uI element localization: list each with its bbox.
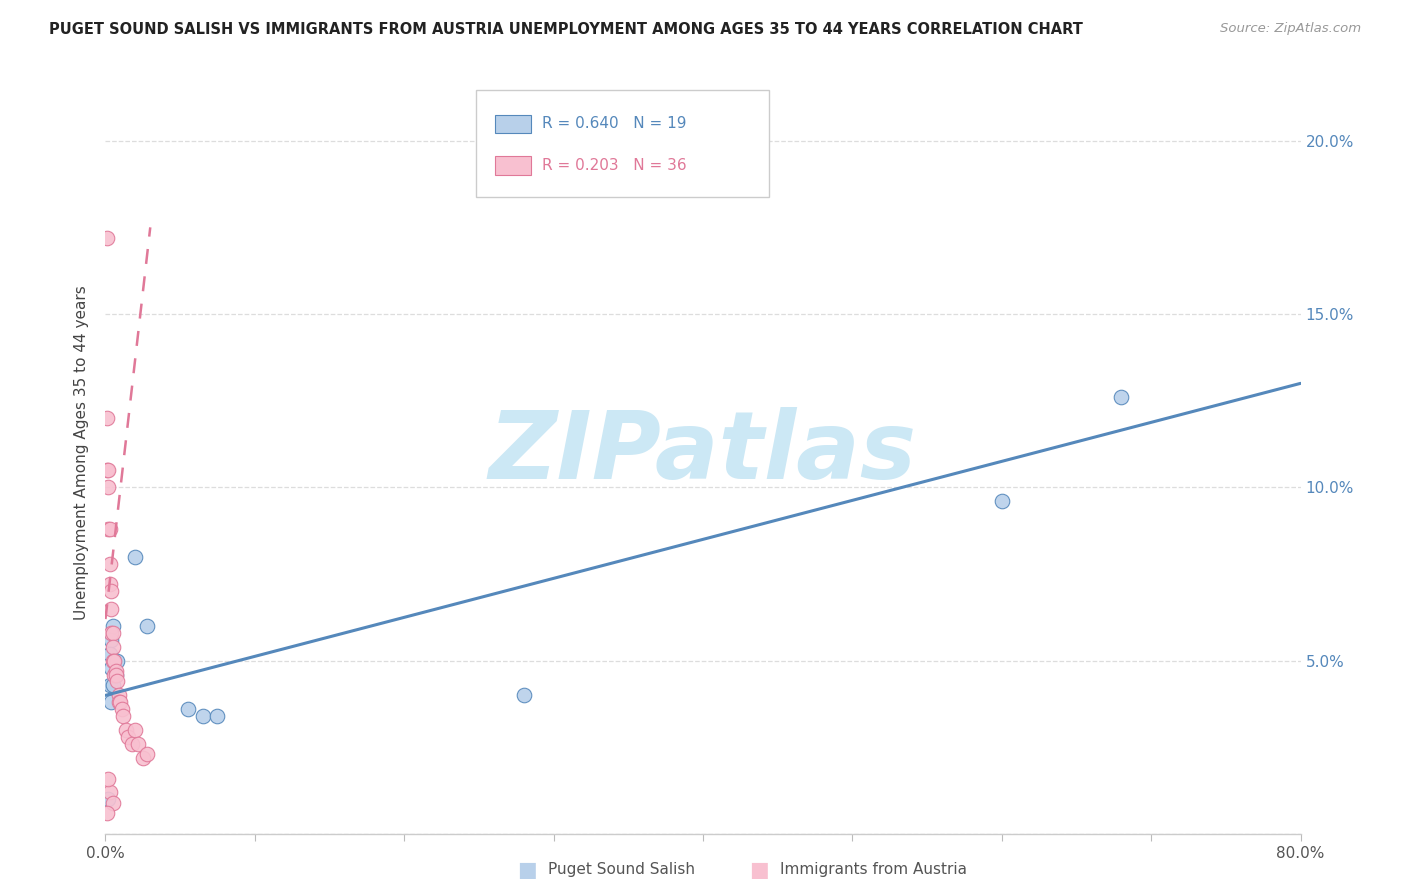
Point bbox=[207, 709, 229, 723]
Text: Source: ZipAtlas.com: Source: ZipAtlas.com bbox=[1220, 22, 1361, 36]
Point bbox=[100, 660, 122, 674]
Y-axis label: Unemployment Among Ages 35 to 44 years: Unemployment Among Ages 35 to 44 years bbox=[75, 285, 90, 620]
Point bbox=[96, 806, 118, 821]
Text: ■: ■ bbox=[517, 860, 537, 880]
FancyBboxPatch shape bbox=[475, 90, 769, 197]
Point bbox=[96, 411, 118, 425]
Point bbox=[191, 709, 214, 723]
Point bbox=[1111, 390, 1133, 404]
Point bbox=[101, 619, 124, 633]
Point bbox=[127, 737, 149, 751]
Point bbox=[96, 463, 118, 477]
Point bbox=[136, 747, 159, 762]
Point bbox=[103, 654, 125, 668]
Point bbox=[103, 654, 125, 668]
Point bbox=[97, 480, 120, 494]
Point bbox=[100, 626, 122, 640]
Point bbox=[107, 654, 129, 668]
FancyBboxPatch shape bbox=[495, 156, 531, 175]
Text: Immigrants from Austria: Immigrants from Austria bbox=[780, 863, 967, 877]
Point bbox=[97, 522, 120, 536]
Point bbox=[136, 619, 159, 633]
Text: R = 0.640   N = 19: R = 0.640 N = 19 bbox=[541, 117, 686, 131]
Point bbox=[104, 664, 127, 678]
FancyBboxPatch shape bbox=[495, 115, 531, 133]
Point bbox=[98, 557, 121, 571]
Point bbox=[176, 702, 198, 716]
Point bbox=[101, 678, 124, 692]
Point bbox=[110, 695, 132, 709]
Point bbox=[104, 667, 127, 681]
Point bbox=[98, 577, 121, 591]
Point bbox=[97, 772, 120, 786]
Point bbox=[121, 737, 143, 751]
Point bbox=[96, 231, 118, 245]
Point bbox=[101, 640, 124, 654]
Text: ■: ■ bbox=[749, 860, 769, 880]
Point bbox=[115, 723, 138, 737]
Point bbox=[97, 463, 120, 477]
Text: Puget Sound Salish: Puget Sound Salish bbox=[548, 863, 696, 877]
Point bbox=[100, 695, 122, 709]
Point bbox=[112, 709, 135, 723]
Point bbox=[97, 792, 120, 806]
Point bbox=[98, 785, 121, 799]
Point bbox=[98, 522, 121, 536]
Point bbox=[100, 632, 122, 647]
Text: ZIPatlas: ZIPatlas bbox=[489, 407, 917, 499]
Point bbox=[513, 689, 536, 703]
Text: R = 0.203   N = 36: R = 0.203 N = 36 bbox=[541, 158, 686, 173]
Point bbox=[101, 626, 124, 640]
Text: PUGET SOUND SALISH VS IMMIGRANTS FROM AUSTRIA UNEMPLOYMENT AMONG AGES 35 TO 44 Y: PUGET SOUND SALISH VS IMMIGRANTS FROM AU… bbox=[49, 22, 1083, 37]
Point bbox=[100, 601, 122, 615]
Point bbox=[100, 584, 122, 599]
Point bbox=[98, 678, 121, 692]
Point bbox=[103, 667, 125, 681]
Point bbox=[990, 494, 1012, 508]
Point bbox=[108, 689, 131, 703]
Point bbox=[132, 750, 155, 764]
Point bbox=[101, 654, 124, 668]
Point bbox=[101, 796, 124, 810]
Point bbox=[124, 549, 146, 564]
Point bbox=[98, 647, 121, 661]
Point bbox=[111, 702, 134, 716]
Point bbox=[104, 667, 127, 681]
Point bbox=[117, 730, 139, 744]
Point bbox=[124, 723, 146, 737]
Point bbox=[107, 674, 129, 689]
Point bbox=[108, 695, 131, 709]
